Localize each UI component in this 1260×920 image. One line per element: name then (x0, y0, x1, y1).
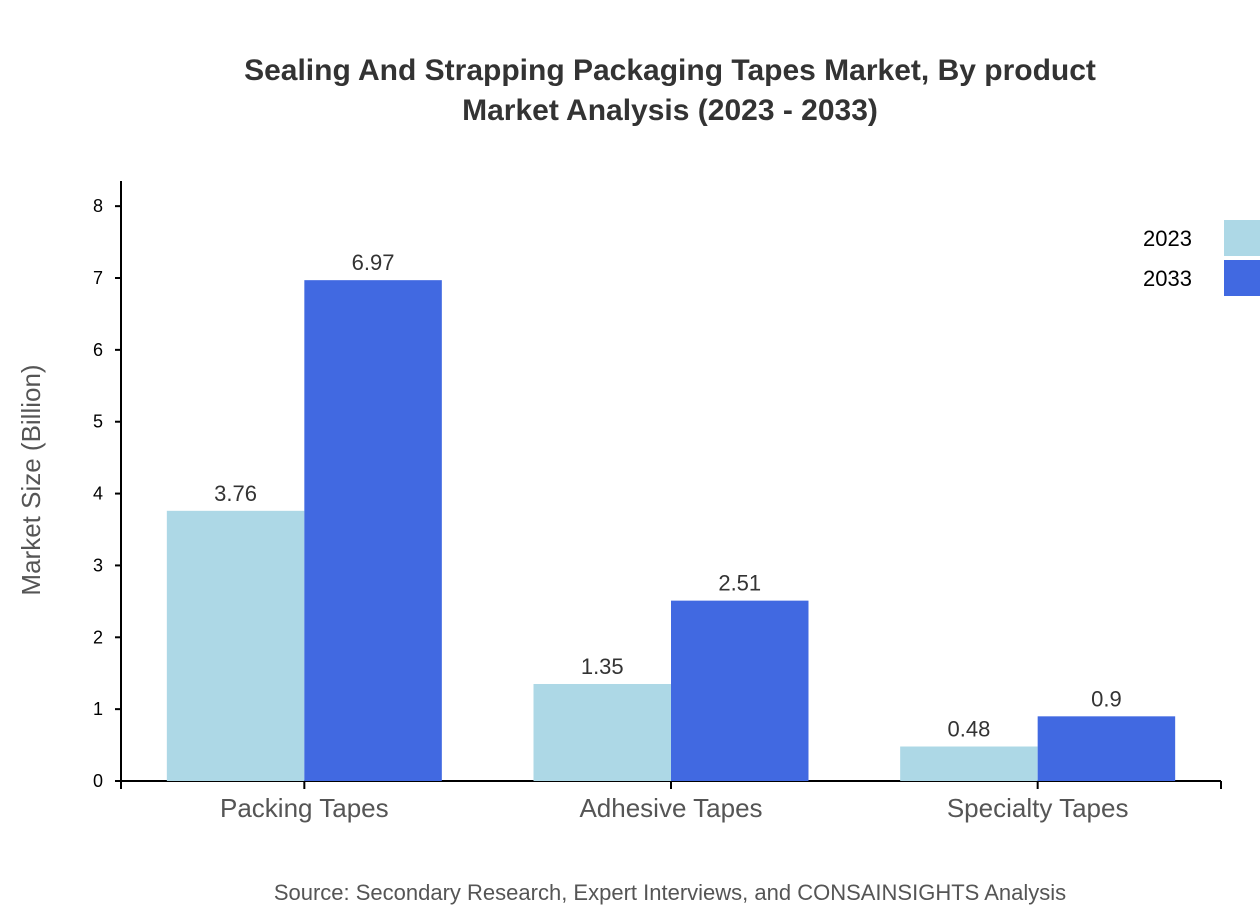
x-tick-label: Packing Tapes (220, 793, 389, 823)
chart-title: Sealing And Strapping Packaging Tapes Ma… (244, 54, 1096, 87)
chart-title: Market Analysis (2023 - 2033) (462, 94, 878, 127)
y-tick-label: 8 (93, 196, 103, 216)
bar-2033 (304, 280, 442, 781)
data-label: 0.9 (1091, 686, 1122, 711)
bar-2033 (671, 600, 809, 781)
legend-swatch (1224, 260, 1260, 296)
y-tick-label: 1 (93, 699, 103, 719)
y-tick-label: 7 (93, 268, 103, 288)
bar-2023 (533, 683, 671, 781)
y-tick-label: 6 (93, 340, 103, 360)
y-tick-label: 3 (93, 555, 103, 575)
y-tick-label: 5 (93, 412, 103, 432)
y-tick-label: 2 (93, 627, 103, 647)
data-label: 6.97 (352, 250, 395, 275)
data-label: 1.35 (581, 654, 624, 679)
source-note: Source: Secondary Research, Expert Inter… (274, 880, 1066, 905)
bar-2023 (166, 510, 305, 781)
x-tick-label: Adhesive Tapes (579, 793, 762, 823)
legend-label: 2023 (1143, 226, 1192, 251)
legend-label: 2033 (1143, 266, 1192, 291)
y-axis-label: Market Size (Billion) (16, 364, 46, 595)
y-tick-label: 0 (93, 771, 103, 791)
y-tick-label: 4 (93, 484, 103, 504)
data-label: 3.76 (214, 481, 257, 506)
bar-2023 (900, 746, 1038, 781)
data-label: 2.51 (718, 571, 761, 596)
data-label: 0.48 (948, 717, 991, 742)
x-tick-label: Specialty Tapes (947, 793, 1129, 823)
bar-2033 (1037, 716, 1176, 781)
legend-swatch (1224, 220, 1260, 256)
